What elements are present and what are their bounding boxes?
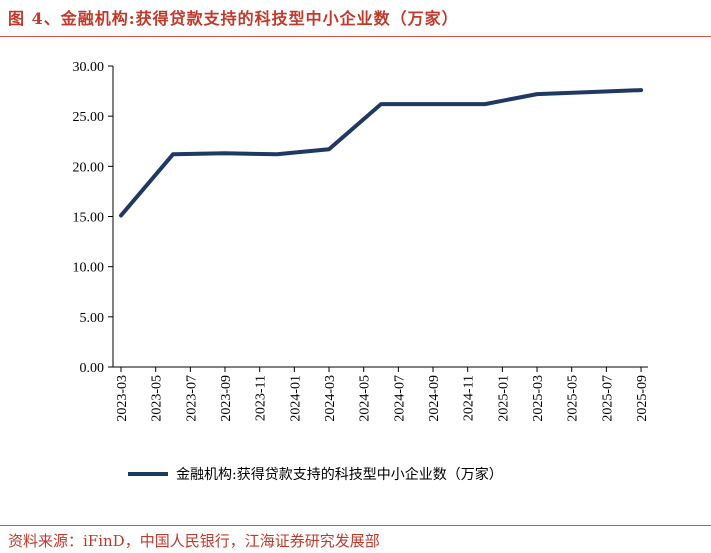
- x-tick-label: 2024-11: [462, 375, 477, 421]
- x-tick-label: 2025-03: [531, 375, 546, 422]
- bottom-rule: [0, 525, 711, 526]
- series-group: [119, 88, 644, 218]
- figure-title-text: 金融机构:获得贷款支持的科技型中小企业数（万家）: [60, 9, 459, 28]
- x-tick-label: 2024-07: [392, 375, 407, 422]
- x-tick-label: 2024-03: [323, 375, 338, 422]
- line-chart: 0.00 5.00 10.00 15.00 20.00 25.00 30.00 2023-0…: [73, 60, 651, 483]
- legend-label: 金融机构:获得贷款支持的科技型中小企业数（万家）: [176, 466, 503, 483]
- figure-label: 图 4、: [8, 9, 61, 28]
- x-tick-label: 2024-09: [427, 375, 442, 422]
- y-tick-label: 0.00: [80, 361, 105, 376]
- y-tick-label: 15.00: [73, 211, 105, 226]
- x-tick-label: 2024-05: [358, 375, 373, 422]
- x-tick-label: 2023-07: [184, 375, 199, 422]
- x-tick-label: 2025-05: [566, 375, 581, 422]
- series-line: [119, 88, 644, 218]
- figure-title: 图 4、金融机构:获得贷款支持的科技型中小企业数（万家）: [8, 5, 459, 29]
- y-tick-label: 10.00: [73, 261, 105, 276]
- x-ticks: 2023-03 2023-05 2023-07 2023-09 2023-11 2024-…: [115, 367, 650, 422]
- y-tick-label: 30.00: [73, 60, 105, 75]
- x-tick-label: 2023-05: [150, 375, 165, 422]
- x-tick-label: 2025-07: [600, 375, 615, 422]
- x-tick-label: 2023-11: [254, 375, 269, 421]
- legend: 金融机构:获得贷款支持的科技型中小企业数（万家）: [128, 466, 503, 483]
- x-tick-label: 2023-03: [115, 375, 130, 422]
- x-tick-label: 2025-01: [496, 375, 511, 422]
- y-tick-label: 5.00: [80, 311, 105, 326]
- x-tick-label: 2024-01: [288, 375, 303, 422]
- y-tick-label: 20.00: [73, 160, 105, 175]
- top-rule: [0, 36, 711, 37]
- x-axis: 2023-03 2023-05 2023-07 2023-09 2023-11 2024-…: [113, 366, 650, 422]
- y-axis: 0.00 5.00 10.00 15.00 20.00 25.00 30.00: [73, 60, 114, 376]
- source-note: 资料来源：iFinD，中国人民银行，江海证券研究发展部: [8, 532, 380, 550]
- x-tick-label: 2025-09: [635, 375, 650, 422]
- y-tick-label: 25.00: [73, 110, 105, 125]
- x-tick-label: 2023-09: [219, 375, 234, 422]
- y-ticks: 0.00 5.00 10.00 15.00 20.00 25.00 30.00: [73, 60, 113, 376]
